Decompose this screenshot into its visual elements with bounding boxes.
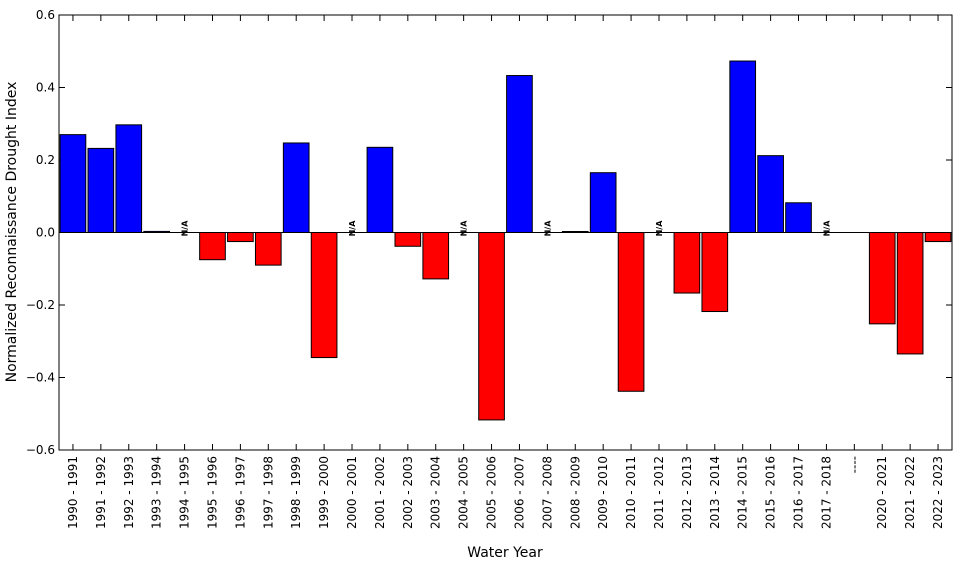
x-tick-label: 1999 - 2000 [317,456,331,529]
bar [506,75,533,233]
bar [757,155,784,233]
bar [896,232,924,355]
x-tick-label: 1993 - 1994 [150,456,164,529]
x-tick-label: 2013 - 2014 [708,456,722,529]
x-tick-label: 2017 - 2018 [819,456,833,529]
bar [785,202,812,233]
y-tick-label: 0.0 [36,226,55,240]
y-tick-label: 0.6 [36,8,55,22]
bar [59,134,87,233]
x-tick-label: 2016 - 2017 [792,456,806,529]
x-tick-label: 1995 - 1996 [205,456,219,529]
plot-area: 0.6 0.4 0.2 0.0 −0.2 −0.4 −0.6 1990 - 1991 1991 … [26,8,952,529]
y-tick-label: 0.2 [36,153,55,167]
x-tick-label: 2003 - 2004 [429,456,443,529]
x-tick-label: 2020 - 2021 [875,456,889,529]
bar [87,147,115,233]
x-tick-label: 2011 - 2012 [652,456,666,529]
x-tick-label: 2007 - 2008 [540,456,554,529]
na-label: N/A [460,220,469,237]
na-label: N/A [822,220,831,237]
y-tick-label: −0.4 [26,371,55,385]
y-tick-label: −0.2 [26,298,55,312]
bar [282,142,310,233]
x-tick-label: 2006 - 2007 [512,456,526,529]
x-tick-label: 2014 - 2015 [736,456,750,529]
bar [366,146,394,233]
x-tick-label: 1990 - 1991 [66,456,80,529]
bar [394,232,422,247]
x-tick-label: 2000 - 2001 [345,456,359,529]
axes-frame [58,14,953,451]
x-tick-label: 1996 - 1997 [233,456,247,529]
x-tick-label: 2005 - 2006 [485,456,499,529]
bar [199,232,226,261]
bar [310,232,338,359]
x-tick-label: 1992 - 1993 [122,456,136,529]
bar [617,232,645,392]
x-axis-title: Water Year [467,545,543,561]
bar [254,232,282,266]
x-tick-label: 2022 - 2023 [931,456,945,529]
x-tick-label: 2021 - 2022 [903,456,917,529]
y-axis-title: Normalized Reconnaissance Drought Index [4,82,20,383]
bar [227,232,254,243]
bar [868,232,896,325]
x-tick-label: 1997 - 1998 [261,456,275,529]
na-label: N/A [543,220,552,237]
x-tick-label: 2009 - 2010 [596,456,610,529]
bar [701,232,729,313]
y-tick-label: 0.4 [36,81,55,95]
x-tick-label: 1994 - 1995 [178,456,192,529]
bar [478,232,505,421]
x-tick-label: 2001 - 2002 [373,456,387,529]
bar [422,232,450,280]
bar [115,124,143,233]
x-tick-label: 2004 - 2005 [457,456,471,529]
bar [729,60,757,233]
x-tick-label: ---- [847,456,861,473]
x-tick-label: 1991 - 1992 [94,456,108,529]
bar [589,172,617,233]
bar [924,232,952,243]
x-tick-label: 2008 - 2009 [568,456,582,529]
x-tick-label: 2010 - 2011 [624,456,638,529]
x-tick-label: 2002 - 2003 [401,456,415,529]
na-label: N/A [181,220,190,237]
y-tick-label: −0.6 [26,443,55,457]
na-label: N/A [348,220,357,237]
x-tick-label: 1998 - 1999 [289,456,303,529]
x-tick-label: 2015 - 2016 [764,456,778,529]
x-tick-label: 2012 - 2013 [680,456,694,529]
bar [673,232,701,294]
na-label: N/A [655,220,664,237]
